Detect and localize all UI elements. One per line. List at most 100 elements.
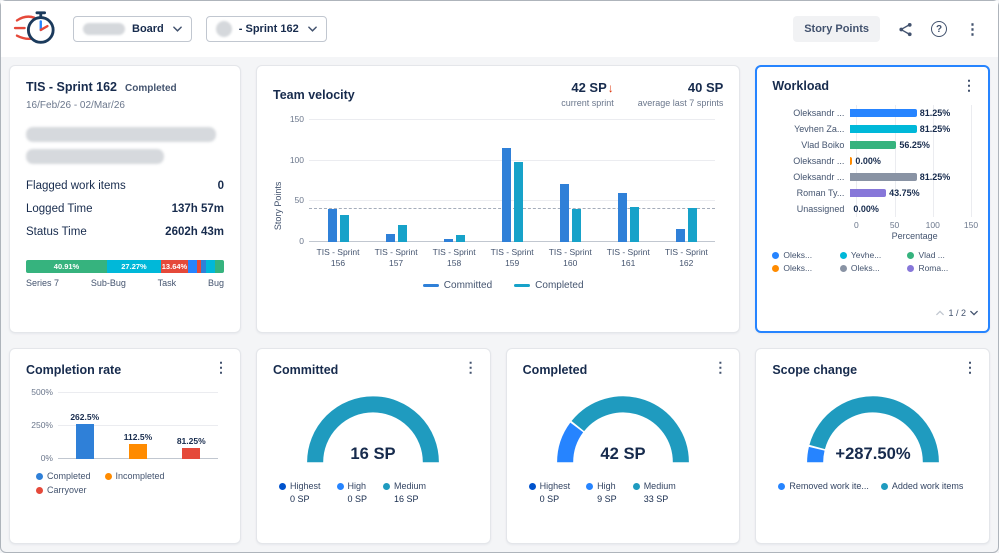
- legend-item[interactable]: Medium 16 SP: [383, 481, 426, 504]
- card-menu-icon[interactable]: ⋮: [713, 359, 728, 375]
- board-select-label: Board: [132, 23, 164, 35]
- sprint-select-label: - Sprint 162: [238, 23, 299, 35]
- x-tick-label: TIS - Sprint 158: [432, 247, 476, 269]
- x-tick-label: TIS - Sprint 156: [316, 247, 360, 269]
- legend-item[interactable]: Highest 0 SP: [279, 481, 321, 504]
- more-menu-icon[interactable]: ⋮: [965, 21, 980, 38]
- issue-type-legend: Series 7 Sub-Bug Task Bug: [26, 278, 224, 288]
- average-value: 40 SP: [687, 80, 724, 95]
- workload-bar: [850, 141, 897, 149]
- card-menu-icon[interactable]: ⋮: [963, 359, 977, 375]
- workload-bar: [850, 173, 917, 181]
- sprint-select[interactable]: - Sprint 162: [205, 16, 327, 42]
- team-velocity-card: Team velocity 42 SP↓ current sprint 40 S…: [256, 65, 741, 333]
- workload-bar: [850, 125, 917, 133]
- x-tick-label: TIS - Sprint 157: [374, 247, 418, 269]
- gauge-segment: [809, 396, 939, 463]
- issue-type-bar: 40.91% 27.27% 13.64%: [26, 260, 224, 273]
- legend-label: Oleks...: [783, 263, 813, 273]
- completed-bar: [629, 207, 639, 242]
- bar-track: 81.25%: [850, 169, 973, 185]
- gridlines: [856, 105, 972, 217]
- workload-row: Oleksandr ... 81.25%: [772, 105, 973, 121]
- legend-dot: [36, 486, 43, 494]
- legend-prev-icon[interactable]: [936, 310, 945, 316]
- gridline: [932, 105, 934, 217]
- legend-item[interactable]: High 9 SP: [586, 481, 617, 504]
- legend-dot: [586, 482, 594, 490]
- legend-item[interactable]: Medium 33 SP: [632, 481, 676, 504]
- bar-value-label: 81.25%: [919, 124, 951, 134]
- legend-page-indicator: 1 / 2: [948, 308, 966, 318]
- stat-value: 2602h 43m: [165, 226, 224, 238]
- legend-marker: [514, 283, 531, 288]
- legend-dot: [880, 482, 888, 490]
- completed-title: Completed: [522, 363, 588, 377]
- bar-group: [483, 147, 541, 242]
- x-tick-label: 100: [925, 220, 940, 230]
- legend-value: 33 SP: [643, 494, 669, 504]
- legend-next-icon[interactable]: [970, 310, 978, 316]
- committed-card: Committed ⋮ 16 SP Highest 0 SP High 0 SP Med…: [256, 348, 491, 544]
- legend-item[interactable]: Completed: [36, 471, 91, 481]
- workload-row: Oleksandr ... 0.00%: [772, 153, 973, 169]
- workload-bar: [850, 157, 853, 165]
- legend-item[interactable]: Oleks...: [839, 263, 904, 273]
- committed-bar: [617, 193, 627, 242]
- bar-value-label: 262.5%: [70, 412, 100, 423]
- legend-item[interactable]: Roma...: [907, 263, 971, 273]
- workload-card[interactable]: Workload ⋮ Oleksandr ... 81.25% Yevhen Za.…: [755, 65, 990, 333]
- help-icon[interactable]: ?: [931, 21, 947, 37]
- legend-item[interactable]: Removed work ite...: [778, 481, 869, 491]
- bar-track: 43.75%: [850, 185, 973, 201]
- committed-title: Committed: [273, 363, 339, 377]
- assignee-name: Oleksandr ...: [793, 156, 845, 166]
- card-menu-icon[interactable]: ⋮: [962, 77, 976, 93]
- legend-marker: [422, 283, 439, 288]
- story-points-button[interactable]: Story Points: [793, 16, 880, 42]
- legend-item[interactable]: Added work items: [880, 481, 964, 491]
- issue-type-segment: 13.64%: [160, 260, 188, 273]
- legend-label: Carryover: [47, 485, 87, 495]
- legend-dot: [772, 251, 780, 259]
- issue-type-legend-label: Series 7: [26, 278, 60, 288]
- legend-dot: [383, 482, 391, 490]
- scope-title: Scope change: [772, 363, 858, 377]
- bar-value-label: 81.25%: [919, 108, 951, 118]
- issue-type-segment: 27.27%: [107, 260, 161, 273]
- legend-item[interactable]: Carryover: [36, 485, 87, 495]
- legend-label: Highest: [290, 481, 321, 491]
- legend-item[interactable]: Highest 0 SP: [528, 481, 570, 504]
- board-select[interactable]: Board: [73, 16, 192, 42]
- legend-item[interactable]: Yevhe...: [839, 250, 904, 260]
- bar: [182, 448, 201, 459]
- legend-label: Oleks...: [783, 250, 813, 260]
- gridline: [894, 105, 896, 217]
- card-menu-icon[interactable]: ⋮: [214, 359, 228, 375]
- legend-item[interactable]: Completed: [514, 280, 584, 291]
- legend-dot: [279, 482, 286, 490]
- legend-item[interactable]: Incompleted: [104, 471, 165, 481]
- card-menu-icon[interactable]: ⋮: [463, 359, 478, 375]
- bar-track: 56.25%: [850, 137, 973, 153]
- issue-type-segment: [187, 260, 197, 273]
- legend-item[interactable]: Vlad ...: [907, 250, 971, 260]
- gridline: [58, 392, 218, 393]
- legend-item[interactable]: Oleks...: [772, 250, 836, 260]
- stat-label: Status Time: [26, 226, 87, 238]
- share-icon[interactable]: [898, 22, 913, 37]
- legend-item[interactable]: High 0 SP: [336, 481, 367, 504]
- sprint-summary-card: TIS - Sprint 162 Completed 16/Feb/26 - 0…: [9, 65, 241, 333]
- dashboard-grid: TIS - Sprint 162 Completed 16/Feb/26 - 0…: [1, 57, 998, 552]
- legend-dot: [336, 482, 344, 490]
- legend-label: Yevhe...: [850, 250, 882, 260]
- committed-bar: [385, 233, 395, 242]
- current-sprint-metric: 42 SP↓ current sprint: [561, 80, 614, 108]
- x-tick-label: TIS - Sprint 160: [548, 247, 592, 269]
- x-tick-label: 50: [889, 220, 900, 230]
- current-sprint-caption: current sprint: [561, 98, 614, 108]
- legend-label: Added work items: [891, 481, 964, 491]
- legend-item[interactable]: Committed: [422, 280, 492, 291]
- legend-item[interactable]: Oleks...: [772, 263, 836, 273]
- sprint-status-badge: Completed: [125, 83, 177, 94]
